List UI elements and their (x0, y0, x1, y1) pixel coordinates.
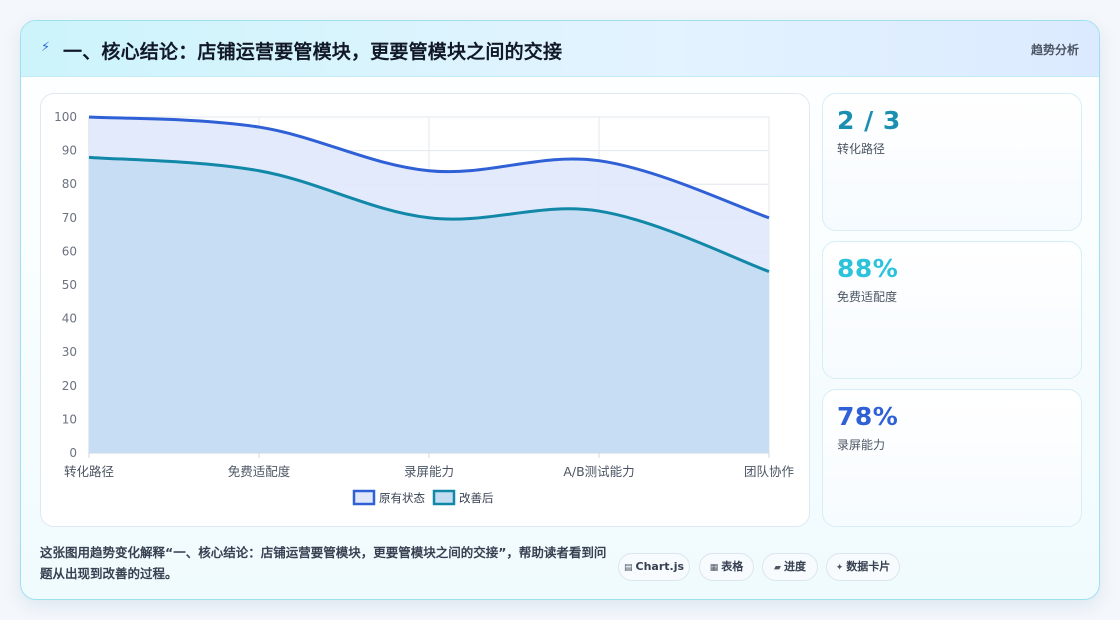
y-tick-label: 30 (62, 345, 77, 359)
header-tag: 趋势分析 (1030, 43, 1079, 57)
card-header: ⚡︎ 一、核心结论：店铺运营要管模块，更要管模块之间的交接 趋势分析 (21, 21, 1099, 77)
page-title: 一、核心结论：店铺运营要管模块，更要管模块之间的交接 (63, 41, 563, 63)
chart-icon: ▤ (623, 563, 633, 573)
pill-table[interactable]: ▦ 表格 (699, 553, 754, 581)
pill-label: 进度 (783, 560, 806, 573)
x-tick-label: 转化路径 (64, 464, 114, 479)
legend-label: 改善后 (459, 491, 494, 505)
legend-swatch (352, 489, 376, 506)
pill-label: 数据卡片 (846, 560, 891, 573)
chart-panel: 0 10 20 30 40 50 60 70 80 90 100 转化路径 免费适配度 录屏能力 A/B测试… (40, 93, 810, 527)
y-tick-label: 60 (62, 244, 77, 258)
series-line-0 (88, 115, 770, 220)
kpi-label: 免费适配度 (837, 290, 898, 304)
y-tick-label: 50 (62, 278, 77, 292)
pill-data-cards[interactable]: ✦ 数据卡片 (826, 553, 900, 581)
series-line-1 (88, 155, 770, 273)
y-tick-label: 100 (54, 110, 77, 124)
kpi-value: 78% (837, 402, 899, 431)
pill-progress[interactable]: ▰ 进度 (762, 553, 818, 581)
kpi-card-conversion: 2 / 3 转化路径 (822, 93, 1082, 231)
y-tick-label: 40 (62, 312, 77, 326)
y-tick-label: 90 (62, 144, 77, 158)
y-tick-label: 20 (62, 379, 77, 393)
legend-swatch (432, 489, 456, 506)
main-card: ⚡︎ 一、核心结论：店铺运营要管模块，更要管模块之间的交接 趋势分析 0 10 20… (20, 20, 1100, 600)
pill-label: Chart.js (635, 560, 685, 573)
kpi-value: 88% (837, 254, 899, 283)
y-tick-label: 0 (69, 446, 77, 460)
pill-label: 表格 (721, 560, 744, 573)
x-tick-label: 免费适配度 (228, 464, 291, 479)
area-chart: 0 10 20 30 40 50 60 70 80 90 100 转化路径 免费适配度 录屏能力 A/B测试… (54, 110, 795, 506)
kpi-card-free-fit: 88% 免费适配度 (822, 241, 1082, 379)
kpi-label: 录屏能力 (837, 438, 886, 452)
kpi-card-recording: 78% 录屏能力 (822, 389, 1082, 527)
x-tick-label: A/B测试能力 (563, 464, 634, 479)
kpi-value: 2 / 3 (837, 106, 901, 135)
y-tick-label: 70 (62, 211, 77, 225)
series-area-1 (89, 157, 769, 453)
kpi-label: 转化路径 (837, 142, 886, 156)
legend-label: 原有状态 (379, 491, 425, 505)
progress-icon: ▰ (774, 563, 781, 573)
sparkle-icon: ✦ (835, 563, 844, 573)
bolt-icon: ⚡︎ (41, 40, 51, 55)
x-tick-label: 团队协作 (744, 464, 795, 479)
y-tick-label: 10 (62, 412, 77, 426)
x-tick-label: 录屏能力 (404, 464, 454, 479)
table-icon: ▦ (709, 563, 719, 573)
pill-chartjs[interactable]: ▤ Chart.js (618, 553, 690, 581)
chart-description: 这张图用趋势变化解释“一、核心结论：店铺运营要管模块，更要管模块之间的交接”，帮… (40, 545, 607, 581)
y-tick-label: 80 (62, 177, 77, 191)
